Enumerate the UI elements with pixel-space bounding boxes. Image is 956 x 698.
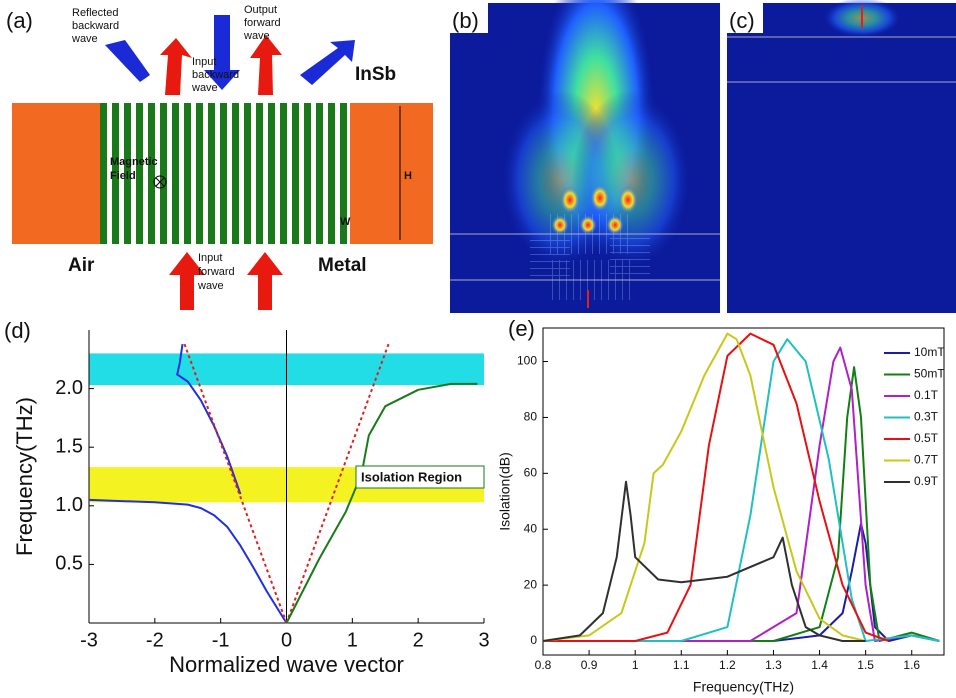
page: {"diagram": { "panel_a": "(a)", "panel_b… xyxy=(0,0,956,698)
series-line xyxy=(543,367,939,641)
x-tick-label: 1.6 xyxy=(903,658,920,672)
plot-frame xyxy=(543,328,944,655)
panel-label: (e) xyxy=(508,316,535,341)
panel-c: (c) xyxy=(727,0,956,313)
x-axis-label: Frequency(THz) xyxy=(693,679,794,695)
label: wave xyxy=(243,30,270,42)
label: W xyxy=(340,216,351,228)
series-line xyxy=(89,500,287,623)
panel-label: (a) xyxy=(6,8,33,33)
series-line xyxy=(543,339,939,641)
label: Metal xyxy=(318,255,367,276)
label: Input xyxy=(192,56,216,68)
label: wave xyxy=(197,280,224,292)
legend-label: 0.7T xyxy=(914,453,939,467)
x-tick-label: 0.9 xyxy=(581,658,598,672)
x-tick-label: 1.1 xyxy=(673,658,690,672)
label: forward xyxy=(244,17,281,29)
label: Reflected xyxy=(72,7,118,19)
legend-label: 0.1T xyxy=(914,388,939,402)
arrow-output xyxy=(250,35,282,95)
y-tick-label: 2.0 xyxy=(55,377,83,399)
y-axis-label: Isolation(dB) xyxy=(497,452,513,531)
arrow-reflected xyxy=(105,40,150,82)
hot-spot xyxy=(579,215,597,235)
legend-label: 50mT xyxy=(914,367,945,381)
hot-spot xyxy=(618,186,638,214)
series-line xyxy=(287,384,478,623)
series-line xyxy=(543,334,889,641)
x-tick-label: 1 xyxy=(632,658,639,672)
x-tick-label: 1.3 xyxy=(765,658,782,672)
y-tick-label: 100 xyxy=(517,354,537,368)
label: forward xyxy=(198,266,235,278)
label: H xyxy=(404,170,412,182)
series-line xyxy=(543,482,866,641)
label: Field xyxy=(110,170,136,182)
legend-label: 0.5T xyxy=(914,431,939,445)
label: backward xyxy=(192,69,239,81)
x-tick-label: 1 xyxy=(347,629,358,651)
field-map xyxy=(727,3,956,313)
label: Input xyxy=(198,252,222,264)
x-tick-label: -3 xyxy=(80,629,98,651)
hot-spot xyxy=(606,215,624,235)
series-line xyxy=(543,524,939,641)
label: backward xyxy=(72,20,119,32)
y-tick-label: 1.5 xyxy=(55,435,83,457)
hot-spot xyxy=(551,215,569,235)
x-tick-label: 0 xyxy=(281,629,292,651)
x-tick-label: -1 xyxy=(212,629,230,651)
label: Air xyxy=(68,255,95,276)
y-tick-label: 80 xyxy=(524,410,538,424)
legend-label: 0.9T xyxy=(914,474,939,488)
arrow-input-2 xyxy=(247,252,283,310)
x-axis-label: Normalized wave vector xyxy=(169,652,404,677)
x-tick-label: 1.2 xyxy=(719,658,736,672)
panel-label: (b) xyxy=(452,8,479,33)
panel-label: (d) xyxy=(4,318,31,343)
legend-label: 0.3T xyxy=(914,410,939,424)
y-tick-label: 60 xyxy=(524,466,538,480)
series-line xyxy=(543,348,939,641)
label: Magnetic xyxy=(110,156,158,168)
label: Output xyxy=(244,4,277,16)
panel-label: (c) xyxy=(729,8,755,33)
y-tick-label: 20 xyxy=(524,577,538,591)
label: InSb xyxy=(355,64,396,85)
hot-spot xyxy=(560,186,580,214)
beam-side xyxy=(572,90,692,270)
label: wave xyxy=(191,82,218,94)
y-tick-label: 0 xyxy=(530,633,537,647)
label: wave xyxy=(71,33,98,45)
x-tick-label: 3 xyxy=(478,629,489,651)
y-axis-label: Frequency(THz) xyxy=(12,397,37,556)
x-tick-label: 2 xyxy=(413,629,424,651)
arrow-reflected-right xyxy=(300,40,355,85)
y-tick-label: 1.0 xyxy=(55,494,83,516)
grating xyxy=(100,103,350,244)
annotation: Isolation Region xyxy=(361,469,462,484)
panel-a: (a) Reflected backward wave Input backwa… xyxy=(6,4,433,310)
y-tick-label: 40 xyxy=(524,521,538,535)
x-tick-label: 0.8 xyxy=(535,658,552,672)
x-tick-label: 1.4 xyxy=(811,658,828,672)
x-tick-label: 1.5 xyxy=(857,658,874,672)
x-tick-label: -2 xyxy=(146,629,164,651)
figure: (a) Reflected backward wave Input backwa… xyxy=(0,0,956,698)
hot-spot xyxy=(590,184,610,212)
arrow-input-back xyxy=(160,38,192,95)
panel-b: (b) xyxy=(450,0,720,313)
legend-label: 10mT xyxy=(914,345,945,359)
y-tick-label: 0.5 xyxy=(55,553,83,575)
